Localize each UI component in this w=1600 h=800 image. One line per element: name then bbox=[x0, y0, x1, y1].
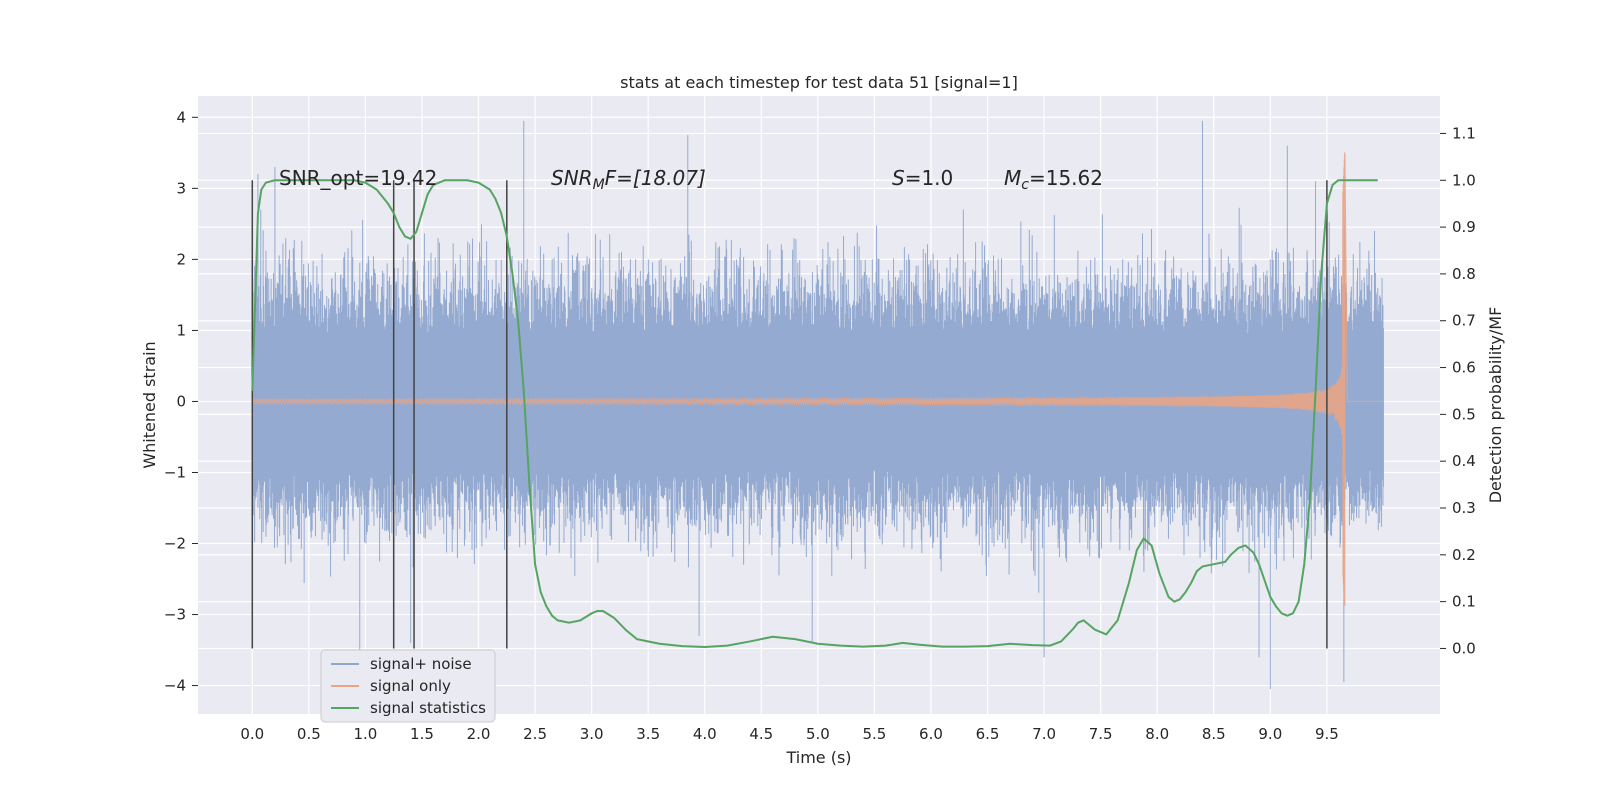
legend-label-noise: signal+ noise bbox=[370, 655, 472, 673]
y2-axis-label: Detection probability/MF bbox=[1486, 307, 1505, 504]
x-tick-label: 0.5 bbox=[297, 725, 321, 743]
s-annotation: S=1.0 bbox=[892, 166, 953, 190]
x-tick-label: 2.5 bbox=[523, 725, 547, 743]
x-tick-label: 3.0 bbox=[580, 725, 604, 743]
y-tick-label: −4 bbox=[164, 677, 186, 695]
x-tick-label: 3.5 bbox=[636, 725, 660, 743]
legend-label-signal: signal only bbox=[370, 677, 451, 695]
y2-tick-label: 1.0 bbox=[1452, 171, 1476, 189]
y2-tick-label: 0.5 bbox=[1452, 405, 1476, 423]
y2-tick-label: 0.0 bbox=[1452, 639, 1476, 657]
y-tick-label: −3 bbox=[164, 606, 186, 624]
legend-label-stats: signal statistics bbox=[370, 699, 486, 717]
y-tick-label: −1 bbox=[164, 463, 186, 481]
y-tick-label: 2 bbox=[176, 250, 186, 268]
y2-tick-label: 0.7 bbox=[1452, 312, 1476, 330]
vertical-markers bbox=[251, 180, 1328, 649]
mc-annotation: Mc=15.62 bbox=[1004, 166, 1103, 193]
y-axis-label: Whitened strain bbox=[140, 341, 159, 468]
x-tick-label: 4.5 bbox=[749, 725, 773, 743]
snr-mf-annotation: SNRMF=[18.07] bbox=[551, 166, 706, 193]
s-value: =1.0 bbox=[905, 166, 954, 190]
y2-tick-label: 0.3 bbox=[1452, 499, 1476, 517]
statistics-line bbox=[251, 179, 1378, 649]
mc-value: =15.62 bbox=[1029, 166, 1103, 190]
y-tick-label: 1 bbox=[176, 321, 186, 339]
y2-tick-label: 0.8 bbox=[1452, 265, 1476, 283]
x-tick-label: 5.5 bbox=[862, 725, 886, 743]
s-label: S bbox=[892, 166, 905, 190]
x-tick-label: 9.5 bbox=[1315, 725, 1339, 743]
x-tick-label: 4.0 bbox=[693, 725, 717, 743]
x-tick-label: 9.0 bbox=[1258, 725, 1282, 743]
x-tick-label: 1.5 bbox=[410, 725, 434, 743]
x-tick-label: 8.5 bbox=[1202, 725, 1226, 743]
x-tick-label: 5.0 bbox=[806, 725, 830, 743]
y-tick-label: 3 bbox=[176, 179, 186, 197]
y2-tick-label: 1.1 bbox=[1452, 124, 1476, 142]
snr-opt-annotation: SNR_opt=19.42 bbox=[279, 166, 437, 190]
x-tick-label: 1.0 bbox=[353, 725, 377, 743]
y-tick-label: −2 bbox=[164, 535, 186, 553]
chirp-trace bbox=[251, 152, 1384, 607]
chart-title: stats at each timestep for test data 51 … bbox=[620, 73, 1018, 92]
legend-box bbox=[320, 649, 496, 723]
y-tick-labels: 4 3 2 1 0 −1 −2 −3 −4 bbox=[164, 108, 198, 695]
y-tick-label: 4 bbox=[176, 108, 186, 126]
snr-mf-tail: F=[18.07] bbox=[605, 166, 706, 190]
y2-tick-label: 0.4 bbox=[1452, 452, 1476, 470]
legend: signal+ noise signal only signal statist… bbox=[320, 649, 496, 723]
snr-mf-sub: M bbox=[593, 177, 605, 193]
y-tick-label: 0 bbox=[176, 392, 186, 410]
x-tick-label: 2.0 bbox=[467, 725, 491, 743]
mc-base: M bbox=[1004, 166, 1021, 190]
x-tick-label: 6.5 bbox=[976, 725, 1000, 743]
y2-tick-label: 0.2 bbox=[1452, 546, 1476, 564]
signal-statistics-series bbox=[251, 179, 1378, 649]
snr-mf-base: SNR bbox=[551, 166, 593, 190]
signal-only-series bbox=[251, 152, 1384, 607]
x-tick-labels: 0.0 0.5 1.0 1.5 2.0 2.5 3.0 3.5 4.0 4.5 5.0 5.5 6.0 6… bbox=[240, 725, 1338, 743]
y2-tick-label: 0.9 bbox=[1452, 218, 1476, 236]
y2-tick-label: 0.6 bbox=[1452, 359, 1476, 377]
x-tick-label: 7.5 bbox=[1089, 725, 1113, 743]
y2-tick-label: 0.1 bbox=[1452, 593, 1476, 611]
x-tick-label: 8.0 bbox=[1145, 725, 1169, 743]
x-tick-label: 0.0 bbox=[240, 725, 264, 743]
y2-tick-labels: 1.1 1.0 0.9 0.8 0.7 0.6 0.5 0.4 0.3 0.2 0.1 0.0 bbox=[1440, 124, 1476, 657]
x-tick-label: 6.0 bbox=[919, 725, 943, 743]
x-tick-label: 7.0 bbox=[1032, 725, 1056, 743]
x-axis-label: Time (s) bbox=[785, 748, 851, 767]
mc-sub: c bbox=[1021, 177, 1029, 193]
